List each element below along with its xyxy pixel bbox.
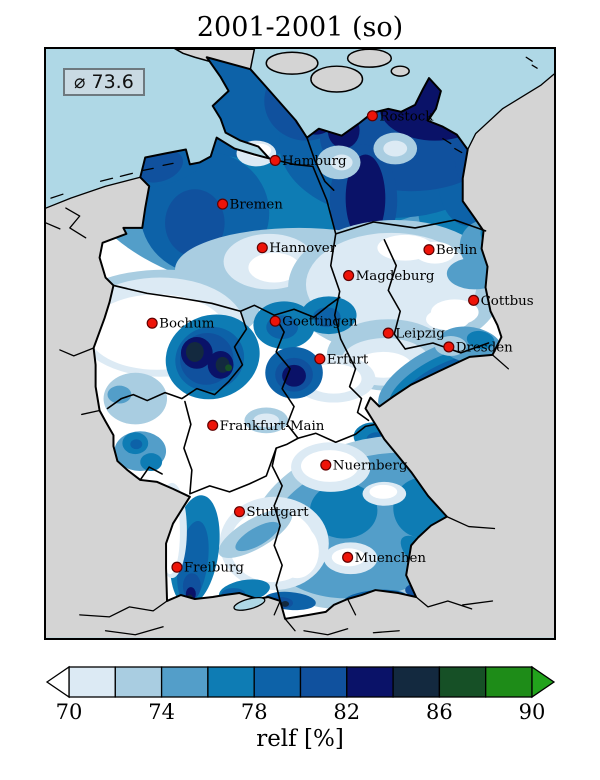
neighbor-countries-land <box>46 74 554 638</box>
colorbar-segment-1 <box>114 666 163 698</box>
city-label-stuttgart: Stuttgart <box>246 505 309 520</box>
colorbar-over-arrow <box>531 665 556 699</box>
city-label-muenchen: Muenchen <box>355 551 427 566</box>
colorbar-segment-5 <box>299 666 348 698</box>
city-label-dresden: Dresden <box>456 340 513 355</box>
colorbar-tick-74: 74 <box>148 700 175 724</box>
colorbar-tick-70: 70 <box>56 700 83 724</box>
city-marker-hamburg <box>269 154 281 166</box>
figure-title: 2001-2001 (so) <box>196 12 404 43</box>
city-label-goettingen: Goettingen <box>282 315 358 330</box>
city-marker-muenchen <box>342 551 354 563</box>
colorbar-under-arrow <box>45 665 70 699</box>
city-marker-rostock <box>366 110 378 122</box>
neighbor-borders <box>46 56 554 636</box>
city-marker-cottbus <box>468 294 480 306</box>
city-marker-stuttgart <box>233 506 246 518</box>
map-axes: ⌀ 73.6 <box>44 47 556 640</box>
city-marker-hannover <box>256 242 268 254</box>
colorbar-segments <box>68 666 533 698</box>
colorbar-segment-9 <box>485 666 533 698</box>
colorbar-axis-label: relf [%] <box>256 726 344 752</box>
germany-contour-map: Rostock Hamburg Bremen Hannover BerlinMagdeb… <box>46 49 554 638</box>
colorbar-segment-8 <box>438 666 487 698</box>
mean-value-badge: ⌀ 73.6 <box>63 68 145 96</box>
colorbar-tick-labels: 70 74 78 82 86 90 <box>56 700 546 724</box>
colorbar-segment-2 <box>160 666 209 698</box>
city-marker-dresden <box>443 341 455 353</box>
city-label-berlin: Berlin <box>436 243 478 258</box>
city-label-bremen: Bremen <box>230 198 284 213</box>
colorbar-tick-78: 78 <box>241 700 268 724</box>
city-marker-goettingen <box>269 315 281 327</box>
city-marker-nuernberg <box>320 459 332 471</box>
city-label-nuernberg: Nuernberg <box>333 459 408 474</box>
state-borders <box>106 136 490 602</box>
colorbar-segment-6 <box>346 666 394 698</box>
city-marker-frankfurt-main <box>207 419 219 431</box>
city-label-rostock: Rostock <box>379 109 434 124</box>
colorbar-segment-3 <box>207 666 255 698</box>
city-marker-magdeburg <box>343 269 355 282</box>
city-markers: Rostock Hamburg Bremen Hannover BerlinMagdeb… <box>146 109 534 576</box>
city-marker-bochum <box>146 317 158 329</box>
city-marker-erfurt <box>314 353 326 365</box>
city-label-hannover: Hannover <box>269 241 336 256</box>
city-label-erfurt: Erfurt <box>327 352 369 367</box>
city-label-bochum: Bochum <box>159 317 215 332</box>
germany-border <box>92 56 503 620</box>
city-marker-berlin <box>423 244 435 256</box>
colorbar-segment-0 <box>68 666 116 698</box>
city-marker-freiburg <box>171 561 183 573</box>
city-label-leipzig: Leipzig <box>395 327 445 342</box>
city-marker-leipzig <box>382 327 394 339</box>
city-label-magdeburg: Magdeburg <box>356 269 435 284</box>
city-label-freiburg: Freiburg <box>184 561 244 576</box>
lake-constance <box>233 596 266 611</box>
city-marker-bremen <box>217 198 229 210</box>
colorbar-segment-4 <box>253 666 302 698</box>
city-label-cottbus: Cottbus <box>481 294 534 309</box>
colorbar-segment-7 <box>392 666 441 698</box>
colorbar: 70 74 78 82 86 90 <box>45 665 556 724</box>
colorbar-tick-90: 90 <box>519 700 546 724</box>
colorbar-tick-86: 86 <box>426 700 453 724</box>
city-label-frankfurt-main: Frankfurt-Main <box>220 419 325 434</box>
colorbar-tick-82: 82 <box>333 700 360 724</box>
city-label-hamburg: Hamburg <box>282 154 347 169</box>
